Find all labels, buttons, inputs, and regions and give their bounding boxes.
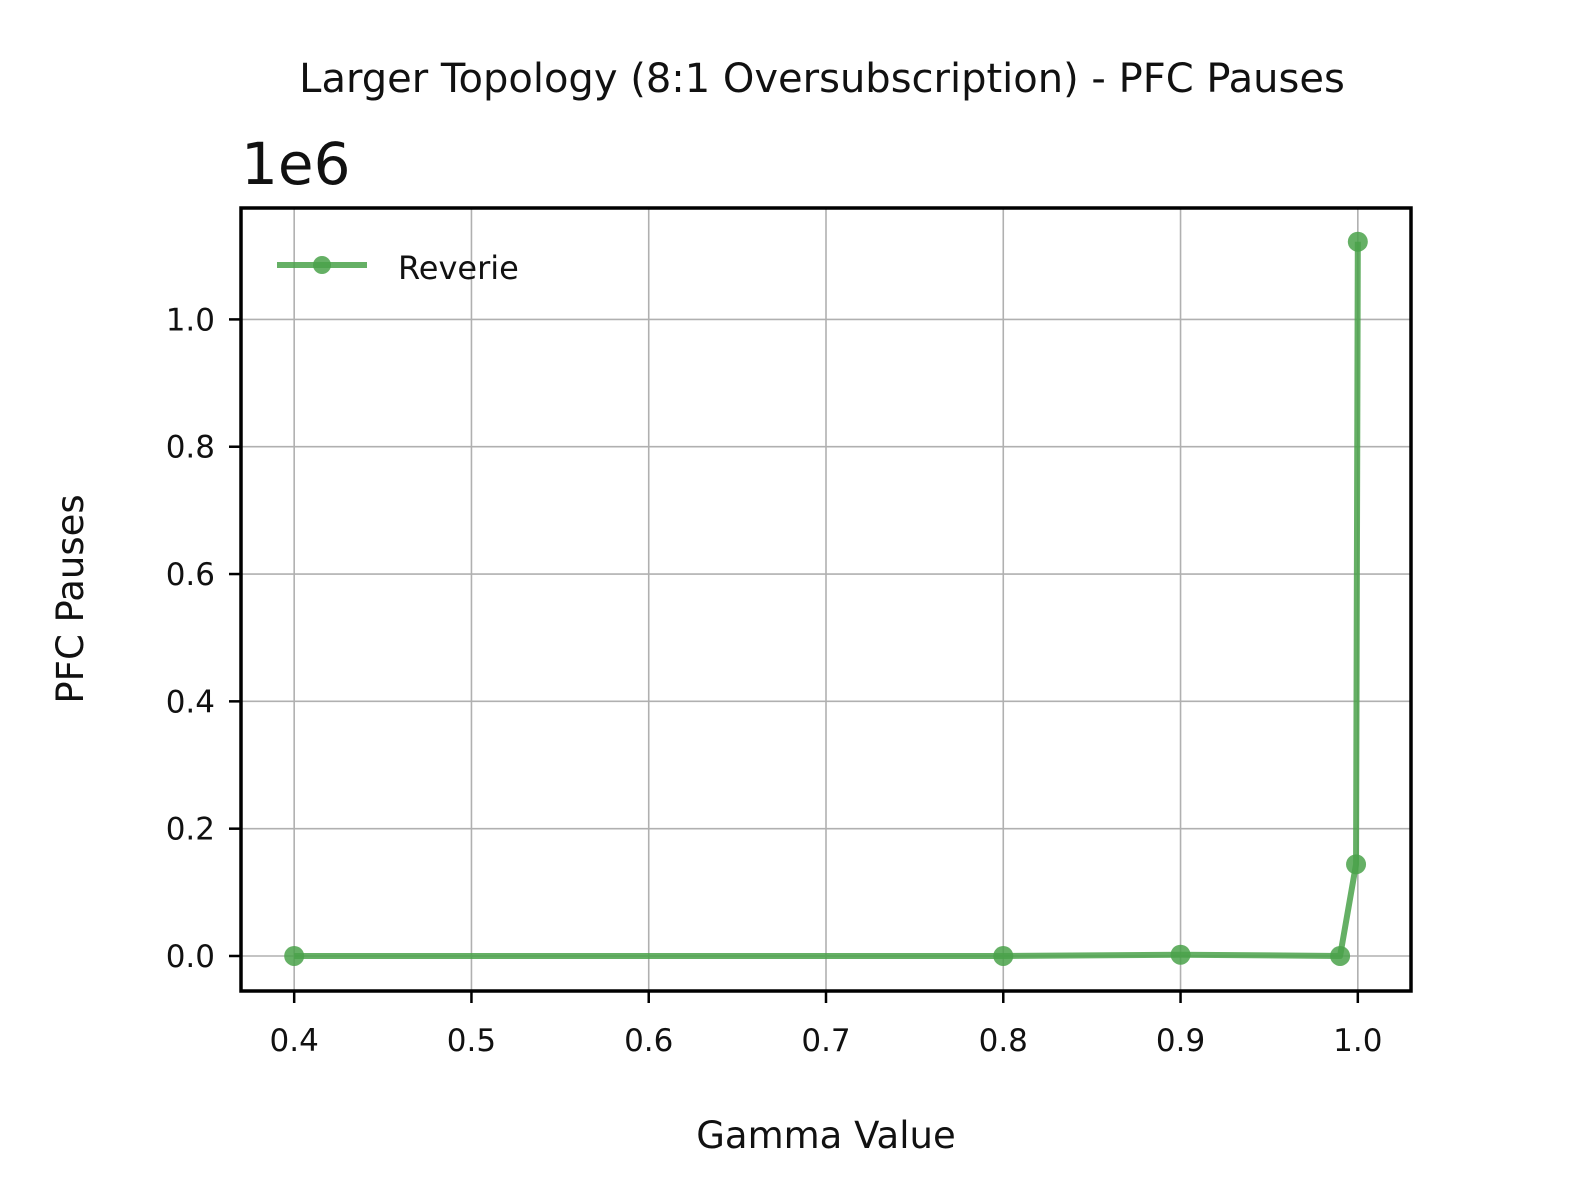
y-axis-label: PFC Pauses	[49, 494, 92, 703]
data-point	[284, 945, 305, 966]
chart-title: Larger Topology (8:1 Oversubscription) -…	[299, 56, 1345, 102]
y-axis: 0.0 0.2 0.4 0.6 0.8 1.0	[166, 302, 241, 975]
x-tick-label: 0.5	[447, 1023, 496, 1059]
grid	[241, 208, 1411, 991]
x-tick-label: 0.9	[1156, 1023, 1205, 1059]
y-scale-label: 1e6	[241, 130, 351, 198]
y-tick-label: 0.0	[166, 939, 215, 975]
data-point	[1346, 854, 1367, 875]
x-tick-label: 0.8	[979, 1023, 1028, 1059]
data-point	[1170, 944, 1191, 965]
x-axis-label: Gamma Value	[696, 1114, 955, 1157]
legend-label-reverie: Reverie	[398, 249, 519, 287]
y-tick-label: 1.0	[166, 302, 215, 338]
series-group	[284, 231, 1368, 966]
y-tick-label: 0.8	[166, 430, 215, 466]
series-line-reverie	[294, 241, 1361, 959]
y-tick-label: 0.4	[166, 684, 215, 720]
data-point	[1330, 945, 1351, 966]
x-tick-label: 1.0	[1333, 1023, 1382, 1059]
x-tick-label: 0.7	[801, 1023, 850, 1059]
x-tick-label: 0.6	[624, 1023, 673, 1059]
y-tick-label: 0.6	[166, 557, 215, 593]
data-point	[1347, 231, 1368, 252]
x-axis: 0.4 0.5 0.6 0.7 0.8 0.9 1.0	[270, 991, 1382, 1059]
legend-marker-reverie	[313, 256, 331, 274]
x-tick-label: 0.4	[270, 1023, 319, 1059]
data-point	[993, 945, 1014, 966]
legend: Reverie	[277, 249, 519, 287]
y-tick-label: 0.2	[166, 812, 215, 848]
